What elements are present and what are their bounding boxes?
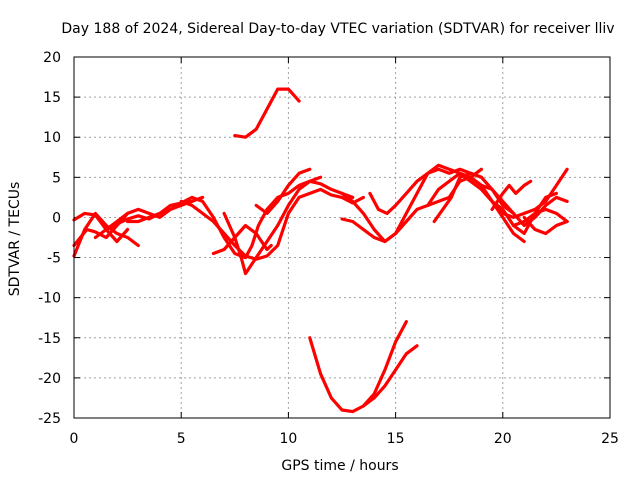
x-tick-label: 5	[177, 431, 186, 447]
series-line-sat-u	[511, 207, 569, 228]
series-line-sat-t	[501, 167, 569, 219]
x-tick-label: 0	[70, 431, 79, 447]
y-tick-label: -10	[38, 291, 61, 307]
series-line-sat-i	[222, 175, 323, 276]
series-group	[72, 87, 569, 414]
y-axis-title: SDTVAR / TECUs	[7, 182, 23, 297]
x-tick-label: 10	[279, 431, 297, 447]
y-tick-label: -20	[38, 371, 61, 387]
y-tick-label: 20	[43, 50, 61, 66]
series-line-sat-w	[308, 320, 408, 414]
series-line-sat-r	[479, 183, 569, 228]
y-tick-label: -15	[38, 331, 61, 347]
series-line-sat-x	[361, 344, 419, 408]
series-line-sat-l	[340, 163, 505, 244]
x-tick-label: 25	[601, 431, 619, 447]
series-line-sat-c	[72, 211, 130, 244]
series-line-sat-n	[368, 167, 483, 215]
y-tick-label: 10	[43, 130, 61, 146]
x-tick-label: 15	[387, 431, 405, 447]
chart-title: Day 188 of 2024, Sidereal Day-to-day VTE…	[61, 21, 614, 37]
series-line-sat-s	[490, 179, 533, 211]
axis-ticks: 0 5 10 15 20 25 -25 -20 -15 -10 -5 0 5 10 15 20	[38, 50, 619, 447]
y-tick-label: 5	[52, 170, 61, 186]
series-line-sat-h	[211, 223, 273, 256]
series-line-sat-v	[522, 215, 569, 236]
x-axis-title: GPS time / hours	[281, 458, 398, 474]
grid	[74, 57, 610, 418]
y-tick-label: -25	[38, 411, 61, 427]
series-line-sat-a	[72, 211, 140, 258]
y-tick-label: -5	[47, 251, 61, 267]
y-tick-label: 0	[52, 210, 61, 226]
series-line-sat-k	[233, 87, 301, 139]
plot-frame	[73, 56, 611, 419]
x-tick-label: 20	[494, 431, 512, 447]
y-tick-label: 15	[43, 90, 61, 106]
series-line-sat-g	[179, 187, 365, 261]
series-line-sat-j	[254, 167, 312, 215]
series-line-sat-f	[125, 179, 355, 260]
